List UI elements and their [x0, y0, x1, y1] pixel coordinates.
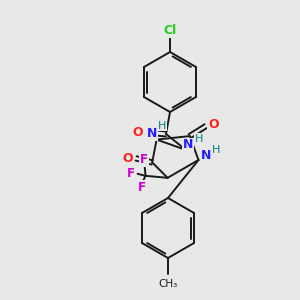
Text: H: H — [195, 134, 203, 144]
Text: N: N — [183, 139, 193, 152]
Text: F: F — [127, 167, 135, 180]
Text: O: O — [208, 118, 219, 130]
Text: N: N — [146, 127, 157, 140]
Text: O: O — [123, 152, 134, 165]
Text: Cl: Cl — [164, 23, 177, 37]
Text: CH₃: CH₃ — [158, 279, 178, 289]
Text: N: N — [201, 149, 212, 163]
Text: F: F — [140, 153, 148, 166]
Text: F: F — [138, 181, 146, 194]
Text: O: O — [133, 125, 143, 139]
Text: H: H — [158, 121, 166, 130]
Text: H: H — [212, 145, 221, 155]
